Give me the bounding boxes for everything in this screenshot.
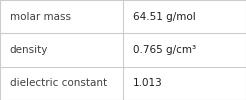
Text: 64.51 g/mol: 64.51 g/mol (133, 12, 196, 22)
Text: density: density (10, 45, 48, 55)
Text: 0.765 g/cm³: 0.765 g/cm³ (133, 45, 196, 55)
Text: 1.013: 1.013 (133, 78, 163, 88)
Text: dielectric constant: dielectric constant (10, 78, 107, 88)
Text: molar mass: molar mass (10, 12, 71, 22)
